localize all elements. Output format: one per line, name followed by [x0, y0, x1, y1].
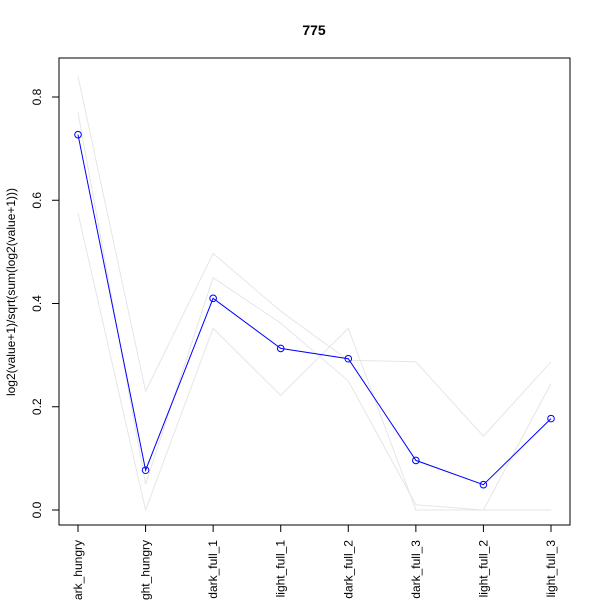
series-line-background [77, 112, 552, 511]
series-layer [74, 76, 555, 512]
x-tick-label: light_full_3 [544, 540, 558, 598]
data-point [547, 414, 555, 423]
data-point [344, 354, 353, 363]
data-point [412, 456, 420, 465]
x-tick-label: light_full_2 [476, 540, 490, 598]
y-tick-label: 0.0 [30, 501, 44, 518]
y-tick-label: 0.2 [30, 398, 44, 415]
y-tick-label: 0.8 [30, 88, 44, 105]
y-tick-label: 0.4 [30, 295, 44, 312]
x-axis: ark_hungry ght_hungry dark_full_1 light_ful… [71, 525, 558, 600]
chart-title: 775 [302, 22, 326, 38]
x-tick-label: ght_hungry [139, 540, 153, 600]
series-line-background [77, 213, 551, 512]
data-point [74, 130, 82, 139]
x-tick-label: dark_full_3 [409, 540, 423, 599]
x-tick-label: light_full_1 [274, 540, 288, 598]
series-line-background [77, 76, 552, 437]
x-tick-label: dark_full_1 [206, 540, 220, 599]
data-point [276, 344, 285, 353]
x-tick-label: dark_full_2 [341, 540, 355, 599]
plot-frame [58, 57, 571, 526]
y-axis-label: log2(value+1)/sqrt(sum(log2(value+1))) [4, 188, 18, 396]
data-point [141, 466, 150, 475]
y-tick-label: 0.6 [30, 192, 44, 209]
data-point [479, 480, 488, 489]
series-line-main [77, 134, 552, 486]
y-axis: 0.0 0.2 0.4 0.6 0.8 [30, 88, 59, 518]
x-tick-label: ark_hungry [71, 540, 85, 600]
data-point [209, 294, 217, 303]
